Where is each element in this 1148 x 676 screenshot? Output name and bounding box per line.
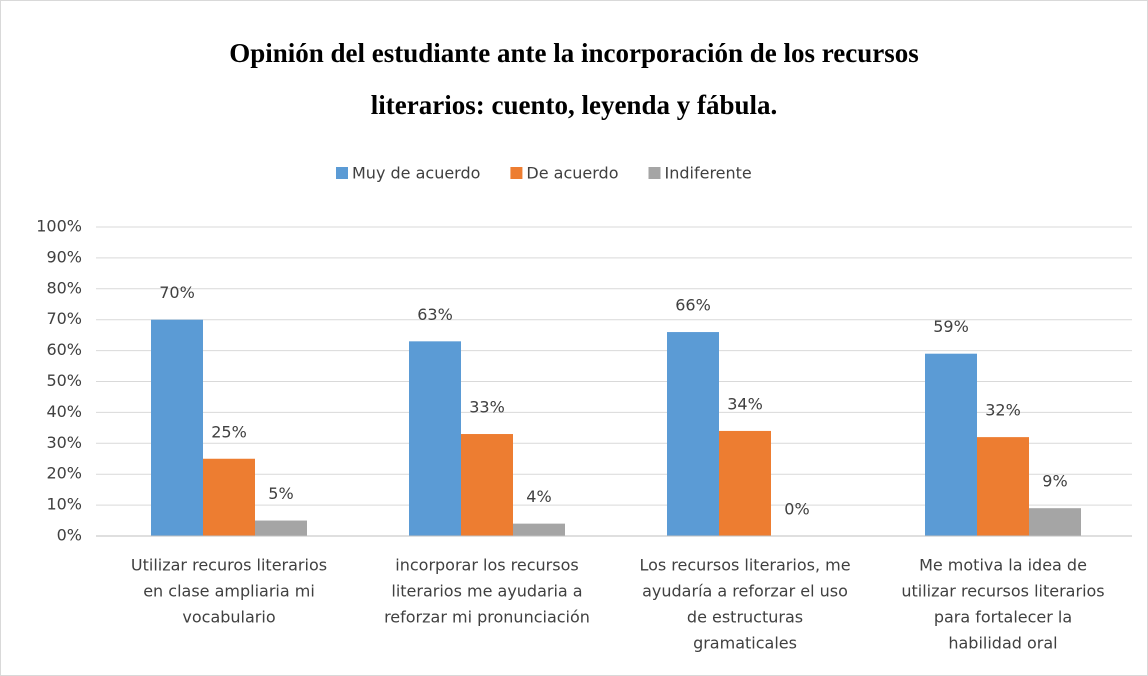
data-label: 5%: [268, 484, 293, 503]
data-label: 59%: [933, 317, 969, 336]
y-tick-label: 70%: [46, 309, 82, 328]
x-tick-label: en clase ampliaria mi: [143, 582, 315, 601]
y-tick-label: 100%: [36, 217, 82, 236]
bar: [203, 458, 255, 536]
data-label: 66%: [675, 296, 711, 315]
y-tick-label: 0%: [57, 526, 82, 545]
bar: [1029, 508, 1081, 536]
legend-swatch: [648, 167, 661, 179]
data-label: 9%: [1042, 472, 1067, 491]
legend-swatch: [336, 167, 348, 179]
data-label: 33%: [469, 398, 505, 417]
x-tick-label: de estructuras: [687, 608, 803, 627]
data-label: 32%: [985, 401, 1021, 420]
bar: [719, 430, 771, 536]
x-tick-label: vocabulario: [182, 608, 275, 627]
data-label: 0%: [784, 500, 809, 519]
bar: [513, 523, 565, 536]
bar: [977, 437, 1029, 536]
legend-label: Indiferente: [665, 164, 752, 183]
x-tick-label: utilizar recursos literarios: [901, 582, 1104, 601]
bar: [925, 353, 977, 536]
x-tick-label: reforzar mi pronunciación: [384, 608, 590, 627]
data-label: 4%: [526, 487, 551, 506]
chart-title: literarios: cuento, leyenda y fábula.: [371, 90, 777, 120]
x-tick-label: literarios me ayudaria a: [391, 582, 582, 601]
x-tick-label: Los recursos literarios, me: [639, 556, 850, 575]
y-tick-label: 90%: [46, 247, 82, 266]
y-tick-label: 80%: [46, 278, 82, 297]
data-label: 25%: [211, 422, 247, 441]
y-tick-label: 30%: [46, 433, 82, 452]
legend-swatch: [510, 167, 523, 179]
bar: [667, 332, 719, 536]
bar: [151, 319, 203, 536]
x-tick-label: para fortalecer la: [934, 608, 1072, 627]
y-tick-label: 10%: [46, 495, 82, 514]
x-tick-label: ayudaría a reforzar el uso: [642, 582, 848, 601]
y-tick-label: 60%: [46, 340, 82, 359]
legend-label: De acuerdo: [526, 164, 618, 183]
x-tick-label: habilidad oral: [948, 634, 1057, 653]
x-tick-label: Utilizar recuros literarios: [131, 556, 327, 575]
y-tick-label: 50%: [46, 371, 82, 390]
x-tick-label: Me motiva la idea de: [919, 556, 1087, 575]
y-tick-label: 20%: [46, 464, 82, 483]
bar: [409, 341, 461, 536]
y-tick-label: 40%: [46, 402, 82, 421]
x-tick-label: gramaticales: [693, 634, 797, 653]
bar: [461, 434, 513, 536]
x-tick-label: incorporar los recursos: [395, 556, 578, 575]
chart-title: Opinión del estudiante ante la incorpora…: [229, 38, 919, 68]
bar: [255, 520, 307, 536]
legend-label: Muy de acuerdo: [352, 164, 480, 183]
data-label: 70%: [159, 283, 195, 302]
data-label: 63%: [417, 305, 453, 324]
data-label: 34%: [727, 394, 763, 413]
